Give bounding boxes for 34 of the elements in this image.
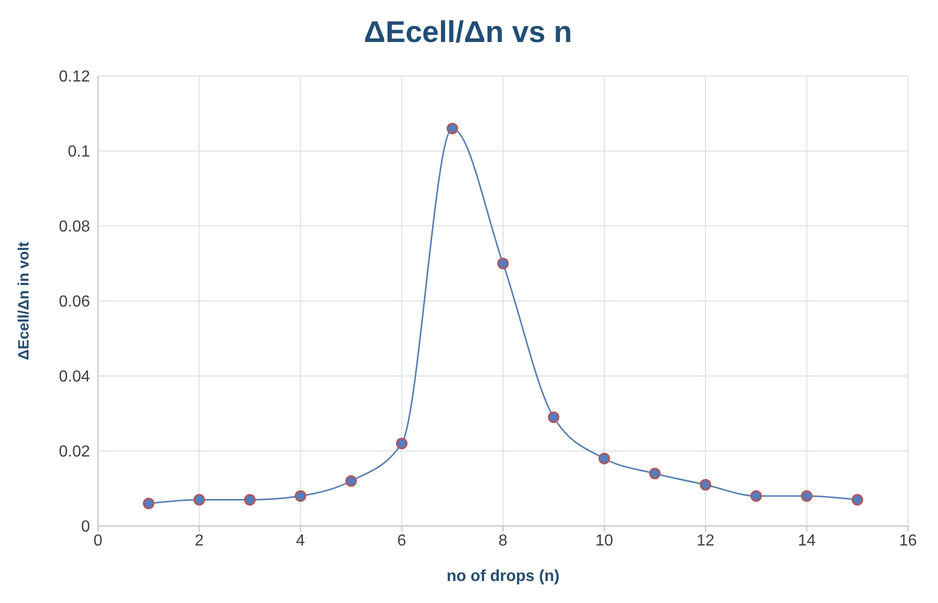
x-tick-label: 0 [94, 532, 103, 550]
x-tick-label: 4 [296, 532, 306, 550]
point [294, 490, 306, 502]
y-tick-label: 0.08 [58, 218, 90, 236]
y-axis-title: ΔEcell/Δn in volt [15, 242, 32, 360]
x-tick-label: 6 [397, 532, 406, 550]
y-tick-label: 0.06 [58, 294, 90, 311]
point [649, 468, 661, 480]
chart-title: ΔEcell/Δn vs n [362, 15, 574, 51]
y-tick-label: 0.04 [58, 368, 90, 386]
x-tick-label: 10 [595, 532, 614, 550]
point [396, 438, 408, 450]
point [446, 122, 458, 134]
point [852, 494, 864, 506]
point [497, 258, 509, 270]
x-tick-label: 8 [498, 532, 508, 550]
point [194, 494, 205, 506]
x-tick-label: 16 [899, 532, 917, 550]
y-tick-label: 0.12 [58, 68, 90, 86]
point [142, 498, 154, 510]
point [750, 490, 762, 502]
point [700, 479, 712, 490]
x-tick-label: 14 [798, 532, 816, 550]
x-tick-label: 12 [696, 532, 714, 550]
y-tick-label: 0.1 [68, 144, 90, 161]
y-tick-label: 0 [81, 518, 90, 536]
point [548, 412, 560, 423]
point [598, 452, 610, 464]
point [345, 475, 357, 487]
x-axis-title: no of drops (n) [446, 568, 560, 585]
y-tick-label: 0.02 [58, 444, 90, 461]
point [801, 490, 812, 502]
x-tick-label: 2 [194, 532, 204, 550]
point [244, 494, 256, 506]
